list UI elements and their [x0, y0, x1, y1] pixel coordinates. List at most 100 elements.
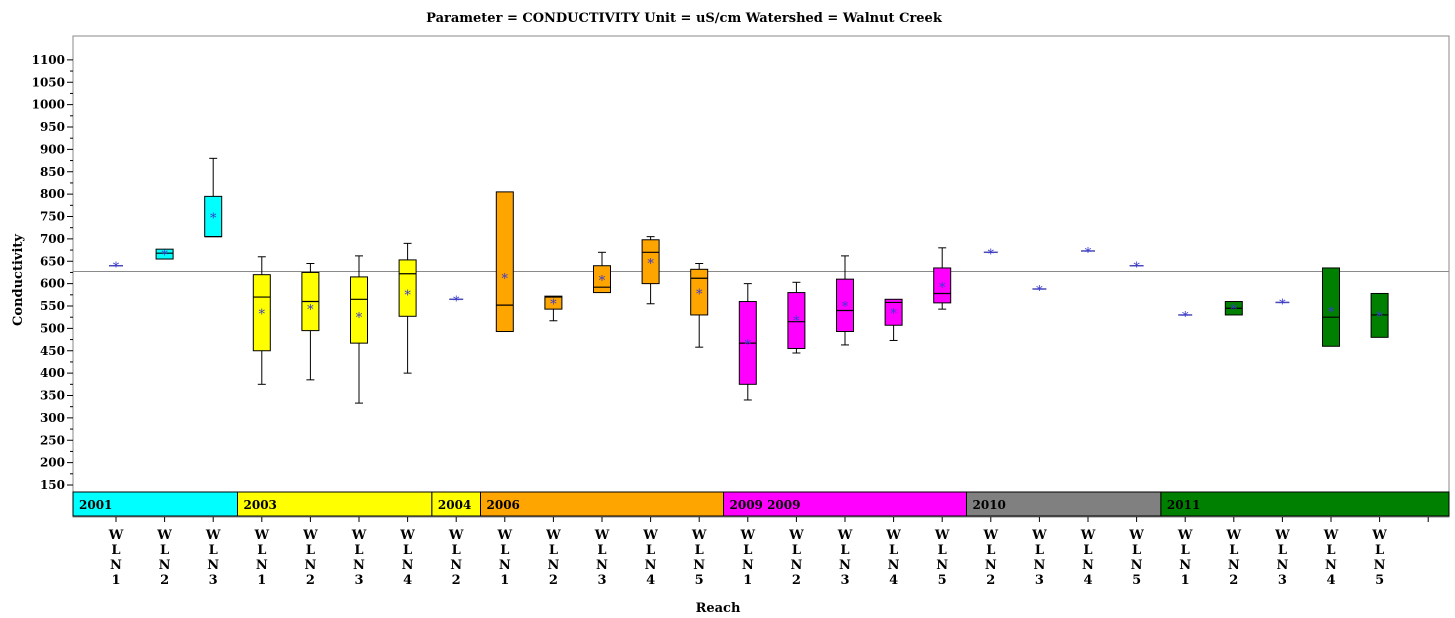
- x-axis: W L N 1 W L N 2 W L N 3 W L N 1 W L N 2 W L N 3 W L N 4 W L N 2 W L N 1 W L N 2…: [108, 517, 1429, 588]
- box-2011-wln1: *: [1178, 310, 1193, 325]
- box-2011-wln3: *: [1275, 297, 1290, 312]
- box-2006-wln5: *: [690, 262, 709, 348]
- y-tick-label: 1100: [32, 53, 65, 67]
- box-body: [641, 239, 660, 285]
- mean-marker: *: [793, 314, 800, 329]
- box-body: [495, 191, 514, 333]
- box-2006-wln1: *: [495, 191, 514, 333]
- y-tick-label: 800: [40, 187, 65, 201]
- y-tick-label: 150: [40, 478, 65, 492]
- mean-marker: *: [113, 261, 120, 276]
- y-tick-label: 250: [40, 433, 65, 447]
- box-body: [544, 295, 563, 310]
- mean-marker: *: [1231, 303, 1238, 318]
- box-2006-wln2: *: [544, 295, 563, 322]
- mean-marker: *: [696, 288, 703, 303]
- box-2011-wln2: *: [1224, 301, 1243, 318]
- box-2003-wln4: *: [398, 242, 417, 374]
- year-band-2: [431, 491, 481, 517]
- y-tick-label: 650: [40, 254, 65, 268]
- x-axis-label: Reach: [696, 601, 741, 616]
- year-band-label: 2006: [487, 498, 520, 512]
- y-tick-label: 450: [40, 344, 65, 358]
- box-body: [252, 274, 271, 352]
- box-2006-wln4: *: [641, 236, 660, 305]
- box-body: [836, 278, 854, 333]
- box-2009-wln3: *: [836, 255, 854, 346]
- box-2006-wln3: *: [593, 251, 611, 294]
- mean-marker: *: [453, 294, 460, 309]
- year-band-label: 2009 2009: [730, 498, 801, 512]
- box-2009-wln2: *: [787, 281, 806, 354]
- year-group-band: 2001 2003 2004 2006 2009 2009 2010 2011: [72, 491, 1450, 517]
- box-2001-wln1: *: [109, 261, 123, 276]
- box-body: [787, 292, 806, 350]
- plot-frame: [72, 35, 1450, 518]
- mean-marker: *: [890, 307, 897, 322]
- box-body: [350, 276, 368, 344]
- mean-marker: *: [842, 300, 849, 315]
- mean-marker: *: [1279, 297, 1286, 312]
- mean-marker: *: [988, 247, 995, 262]
- mean-marker: *: [502, 272, 509, 287]
- year-band-label: 2010: [973, 498, 1006, 512]
- mean-marker: *: [599, 274, 606, 289]
- box-2004-wln2: *: [449, 294, 464, 309]
- box-2009-wln1: *: [738, 283, 757, 401]
- box-2011-wln5: *: [1370, 292, 1389, 338]
- box-2010-wln2: *: [983, 247, 998, 262]
- box-2003-wln3: *: [350, 255, 368, 404]
- y-tick-label: 400: [40, 366, 65, 380]
- year-band-6: [1160, 491, 1450, 517]
- y-tick-label: 950: [40, 120, 65, 134]
- mean-marker: *: [1036, 284, 1043, 299]
- year-band-0: [72, 491, 238, 517]
- box-body: [690, 268, 709, 316]
- box-body: [593, 265, 611, 294]
- chart-title: Parameter = CONDUCTIVITY Unit = uS/cm Wa…: [426, 11, 943, 26]
- year-band-label: 2001: [79, 498, 112, 512]
- y-tick-label: 850: [40, 165, 65, 179]
- box-2003-wln2: *: [301, 262, 320, 381]
- y-axis-label: Conductivity: [11, 234, 26, 326]
- mean-marker: *: [404, 288, 411, 303]
- y-tick-label: 200: [40, 456, 65, 470]
- y-tick-label: 1000: [32, 98, 65, 112]
- mean-marker: *: [210, 212, 217, 227]
- mean-marker: *: [259, 308, 266, 323]
- year-band-label: 2004: [438, 498, 471, 512]
- y-axis: 150 200 250 300 350 400 450 500 550 600 650 700 750 8…: [32, 53, 73, 492]
- box-2010-wln5: *: [1129, 261, 1144, 276]
- y-tick-label: 600: [40, 277, 65, 291]
- y-tick-label: 900: [40, 142, 65, 156]
- mean-marker: *: [1085, 246, 1092, 261]
- box-body: [1322, 267, 1340, 347]
- y-tick-label: 1050: [32, 75, 65, 89]
- mean-marker: *: [1133, 261, 1140, 276]
- box-2003-wln1: *: [252, 256, 271, 385]
- year-band-4: [723, 491, 967, 517]
- y-tick-label: 500: [40, 321, 65, 335]
- mean-marker: *: [356, 311, 363, 326]
